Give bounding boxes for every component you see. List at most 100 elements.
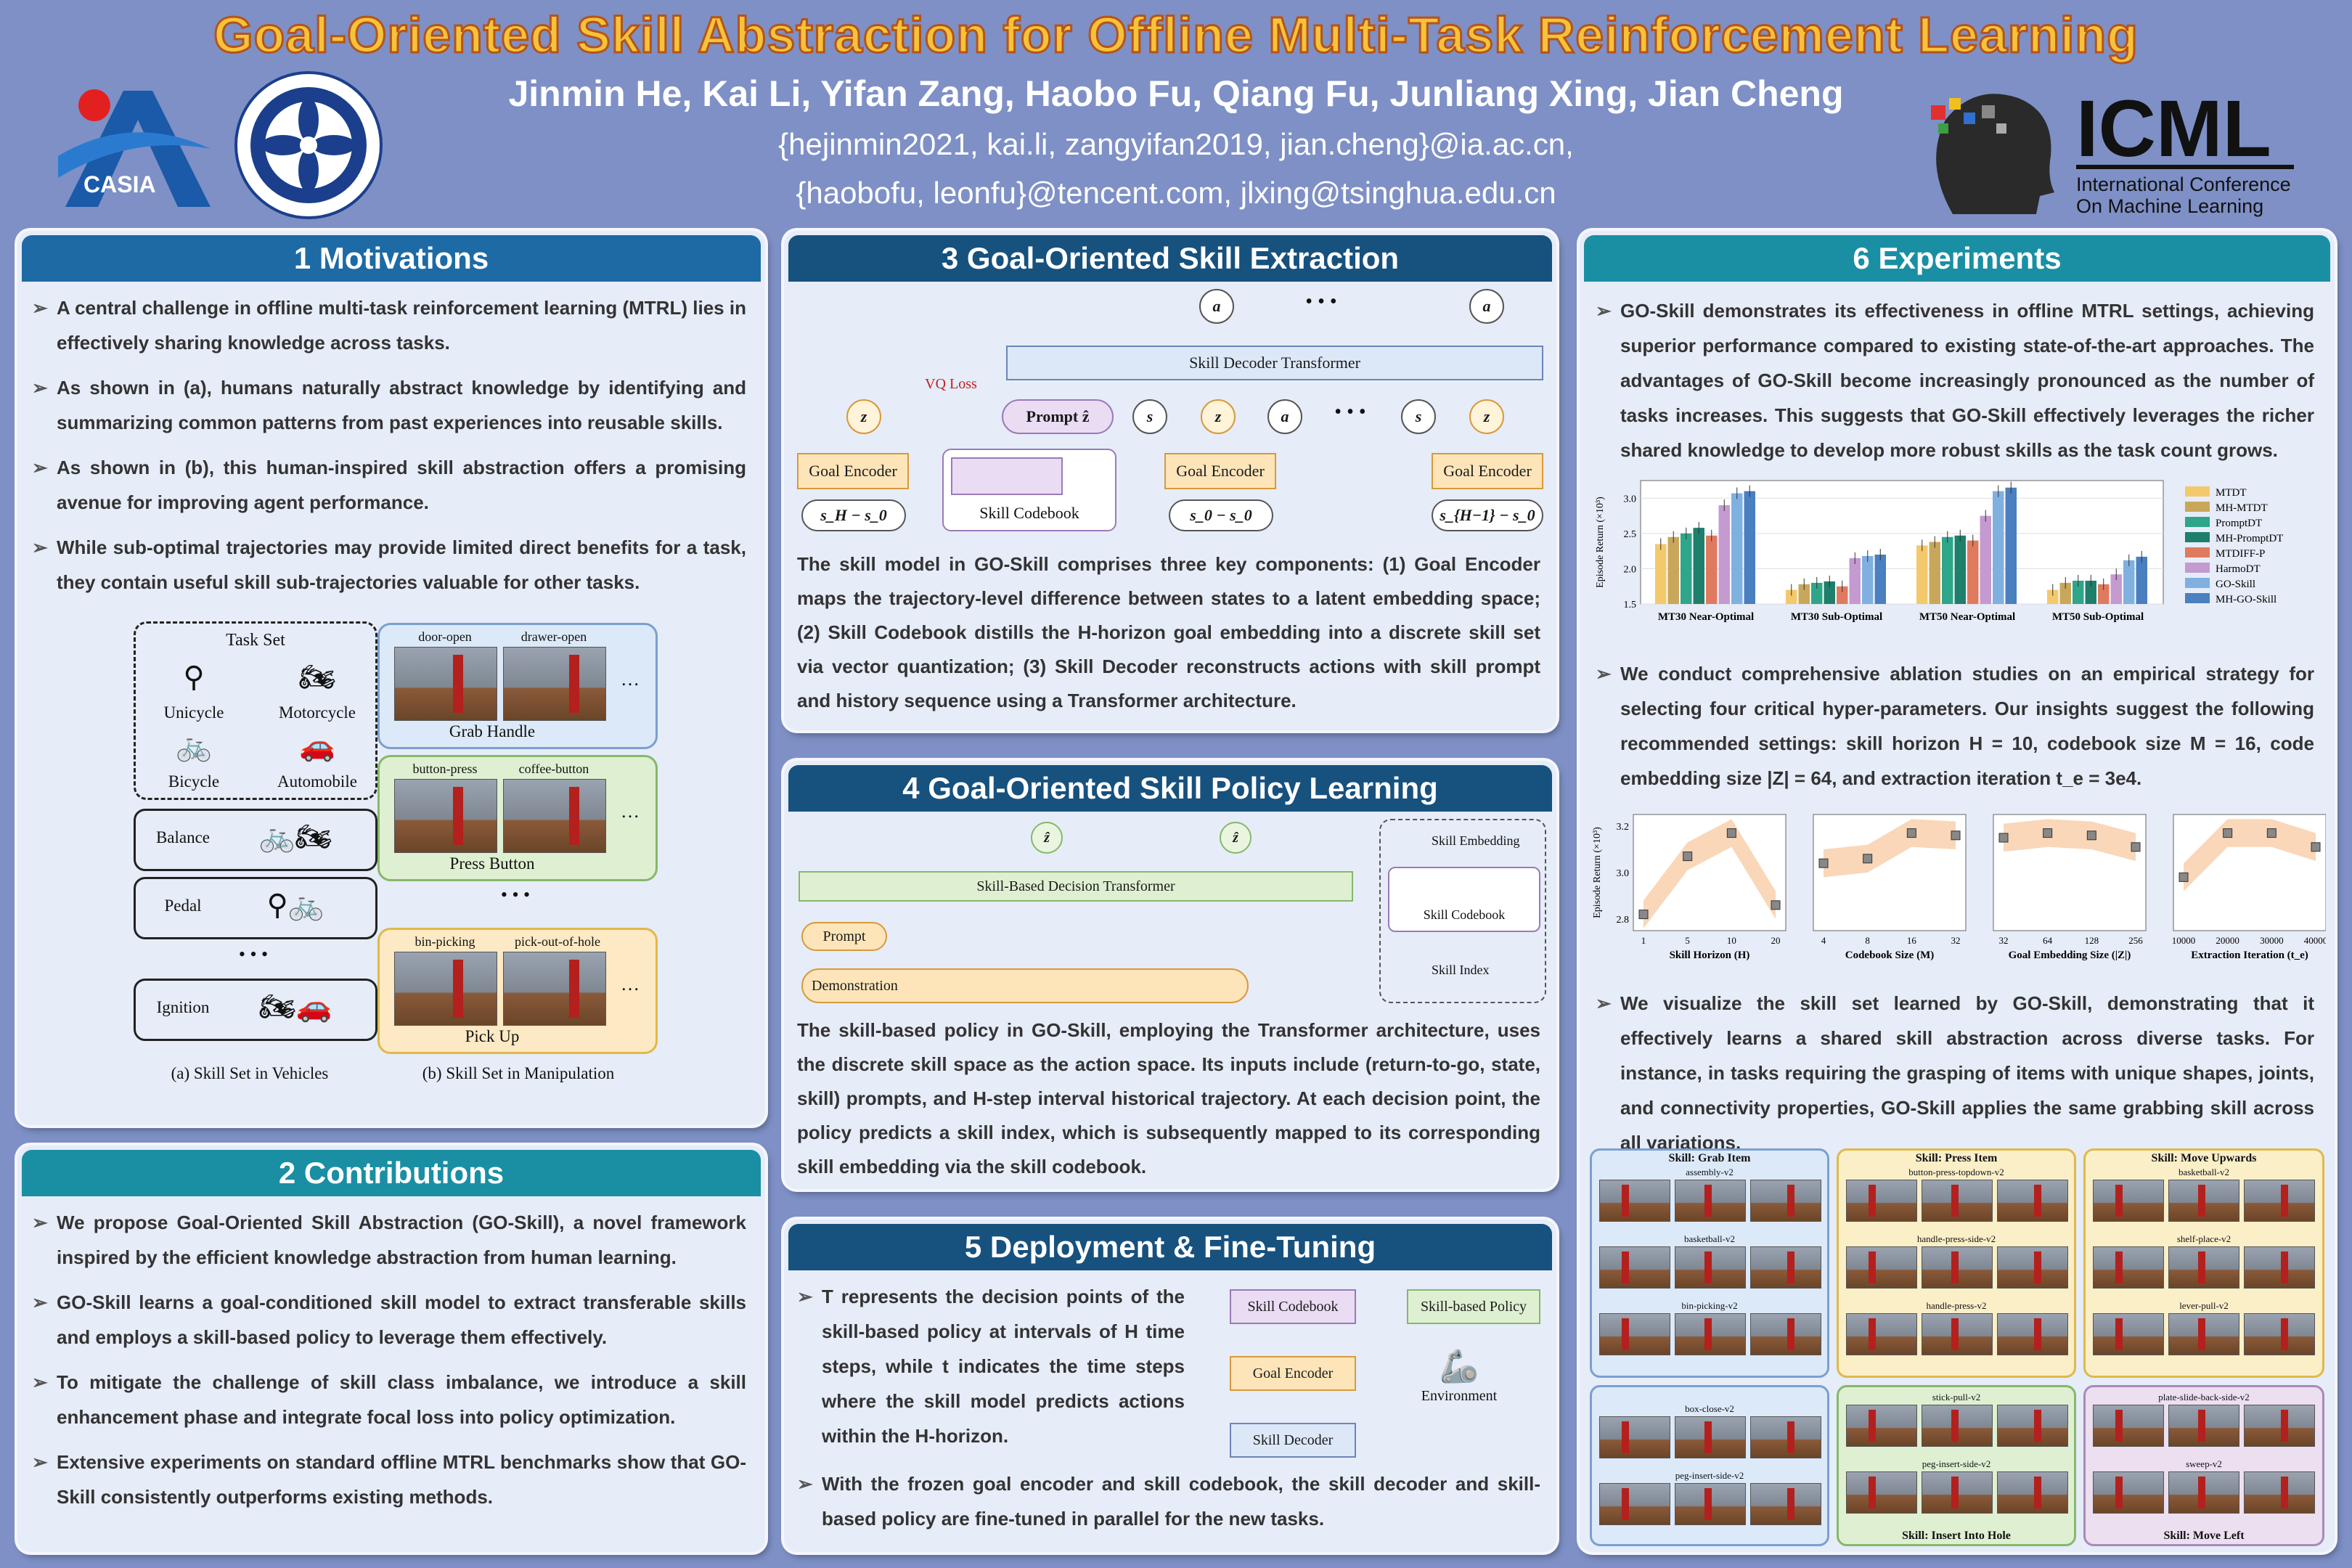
data-point [2086, 830, 2096, 841]
deploy-title: 5 Deployment & Fine-Tuning [788, 1224, 1552, 1270]
legend-label: HarmoDT [2216, 563, 2261, 575]
action-node: a [1267, 399, 1302, 434]
task-frame [1997, 1246, 2068, 1289]
bar [1954, 535, 1966, 604]
experiments-panel: 6 Experiments ➢ GO-Skill demonstrates its… [1580, 231, 2335, 1552]
prompt-node: Prompt ẑ [1002, 399, 1114, 434]
extraction-panel: 3 Goal-Oriented Skill Extraction a • • •… [784, 231, 1556, 730]
task-frame [1599, 1246, 1670, 1289]
task-frame [1750, 1313, 1821, 1355]
contribution-bullet: ➢ Extensive experiments on standard offli… [32, 1451, 746, 1508]
experiment-bullet: ➢ We conduct comprehensive ablation studi… [1596, 663, 2314, 789]
bar [1798, 584, 1810, 604]
task-frame [1750, 1246, 1821, 1289]
bar [1706, 535, 1718, 604]
task-frame [1750, 1416, 1821, 1458]
legend-label: MH-GO-Skill [2216, 594, 2277, 605]
x-tick-label: 256 [2128, 935, 2143, 946]
motivations-title: 1 Motivations [22, 235, 761, 282]
contribution-bullet: ➢ To mitigate the challenge of skill clas… [32, 1371, 746, 1428]
task-frame [1997, 1313, 2068, 1355]
state-node: s [1401, 399, 1436, 434]
unicycle-icon: ⚲ [183, 661, 205, 693]
task-frame [1846, 1405, 1917, 1447]
y-tick-label: 2.0 [1624, 564, 1637, 575]
task-frame [2168, 1471, 2239, 1514]
bar [1655, 544, 1667, 604]
x-tick-label: 20 [1771, 935, 1781, 946]
skill-codebook-box: Skill Codebook [942, 449, 1116, 531]
data-point [2131, 842, 2141, 852]
bicycle-icon: 🚲 [176, 730, 212, 762]
task-frame [2244, 1471, 2315, 1514]
bar [1929, 542, 1940, 604]
x-tick-label: 40000 [2304, 935, 2326, 946]
data-point [1818, 858, 1829, 868]
bar [2085, 580, 2096, 604]
skill-group: box-close-v2 peg-insert-side-v2 [1590, 1385, 1829, 1546]
data-point [1951, 830, 1961, 841]
x-tick-label: MT30 Sub-Optimal [1791, 611, 1882, 623]
y-tick-label: 3.0 [1617, 868, 1630, 879]
legend-swatch [2185, 547, 2210, 558]
bar [1980, 515, 1991, 604]
skill-task-label: peg-insert-side-v2 [1922, 1458, 1991, 1469]
legend-swatch [2185, 563, 2210, 573]
experiment-bullet: ➢ GO-Skill demonstrates its effectiveness… [1596, 300, 2314, 461]
skill-lookup-box: Skill Embedding Skill Codebook Skill Ind… [1379, 819, 1546, 1003]
bar [2059, 582, 2071, 604]
goal-encoder-box: Goal Encoder [1164, 453, 1276, 489]
legend-label: MTDIFF-P [2216, 548, 2265, 560]
contribution-bullet: ➢ GO-Skill learns a goal-conditioned skil… [32, 1291, 746, 1348]
bar [1786, 589, 1797, 604]
icml-logo: ICML International Conference On Machine… [1931, 84, 2294, 217]
bar [1942, 536, 1953, 604]
task-frame [1922, 1180, 1993, 1222]
data-point [2223, 828, 2233, 838]
bar [1824, 581, 1835, 604]
icml-logo-text: ICML [2076, 84, 2271, 173]
bar [2136, 556, 2147, 604]
data-point [2266, 828, 2277, 838]
motivation-bullet: ➢ As shown in (a), humans naturally abstr… [32, 377, 746, 433]
bar [2047, 589, 2059, 604]
skill-task-label: peg-insert-side-v2 [1675, 1470, 1744, 1481]
x-axis-label: Codebook Size (M) [1845, 950, 1935, 961]
task-frame [2093, 1313, 2164, 1355]
bar [1849, 558, 1861, 604]
skill-task-label: bin-picking-v2 [1681, 1300, 1738, 1311]
deploy-policy: Skill-based Policy [1407, 1289, 1540, 1324]
bar [1874, 555, 1886, 604]
data-point [2043, 828, 2053, 838]
bar [1667, 536, 1679, 604]
task-frame [1675, 1313, 1746, 1355]
task-frame [1922, 1313, 1993, 1355]
data-point [1638, 910, 1649, 920]
y-tick-label: 1.5 [1624, 600, 1637, 611]
svg-text:International Conference: International Conference [2076, 173, 2291, 195]
group-pick-up: bin-picking pick-out-of-hole … Pick Up [377, 928, 658, 1054]
goal-encoder-box: Goal Encoder [1432, 453, 1543, 489]
skill-group: Skill: Press Item button-press-topdown-v2… [1837, 1148, 2076, 1378]
deploy-panel: 5 Deployment & Fine-Tuning ➢ T represents… [784, 1220, 1556, 1552]
z-node: z [846, 399, 881, 434]
task-frame [2168, 1405, 2239, 1447]
legend-label: GO-Skill [2216, 579, 2255, 590]
skill-task-label: handle-press-side-v2 [1916, 1233, 1996, 1244]
author-list: Jinmin He, Kai Li, Yifan Zang, Haobo Fu,… [508, 73, 1844, 114]
x-tick-label: MT30 Near-Optimal [1658, 611, 1754, 623]
task-frame [1997, 1405, 2068, 1447]
state-diff-node: s_H − s_0 [801, 499, 906, 531]
legend-label: MH-PromptDT [2216, 533, 2283, 544]
legend-swatch [2185, 578, 2210, 588]
confidence-band [1824, 819, 1956, 878]
task-frame [1846, 1313, 1917, 1355]
skill-ignition-box: Ignition 🏍🚗 [134, 979, 377, 1041]
skill-index-node: ẑ [1220, 822, 1251, 854]
legend-label: MTDT [2216, 487, 2247, 499]
skill-group: Skill: Move Upwards basketball-v2 shelf-pl… [2083, 1148, 2324, 1378]
task-frame [1750, 1180, 1821, 1222]
bar [1811, 582, 1823, 604]
skill-pedal-box: Pedal ⚲🚲 [134, 877, 377, 939]
skill-task-label: lever-pull-v2 [2179, 1300, 2229, 1311]
